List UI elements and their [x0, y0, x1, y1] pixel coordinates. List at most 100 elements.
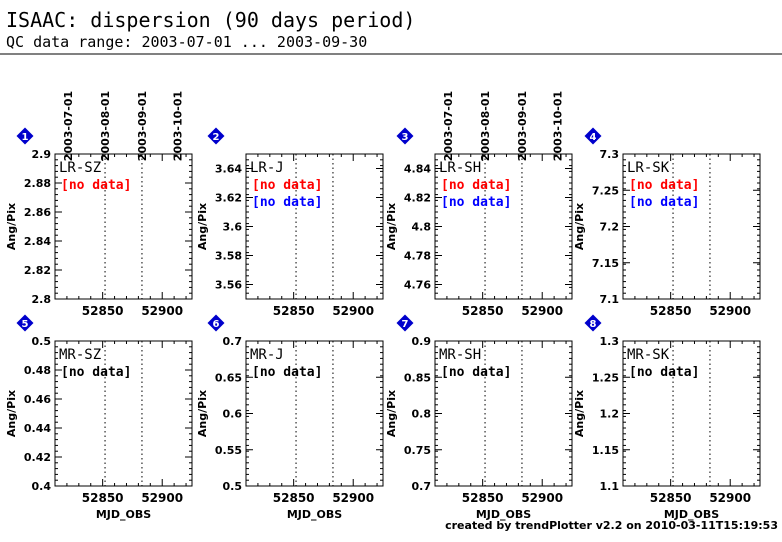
y-axis-title: Ang/Pix [196, 390, 209, 437]
x-tick-label: 52850 [82, 304, 124, 318]
chart-panel-4: 7.1 7.15 7.2 7.25 7.3 52850 52900 Ang/Pix 4 LR-SK… [573, 127, 761, 318]
x-tick-label: 52900 [709, 491, 751, 505]
footer-credit: created by trendPlotter v2.2 on 2010-03-… [445, 519, 778, 532]
y-tick-label: 7.15 [592, 257, 619, 270]
y-tick-label: 0.48 [24, 364, 51, 377]
y-tick-label: 1.2 [600, 408, 620, 421]
panel-label: MR-SZ [59, 347, 101, 363]
y-tick-label: 4.8 [412, 221, 432, 234]
no-data-note: [no data] [252, 178, 322, 193]
no-data-note: [no data] [61, 365, 131, 380]
panel-number: 1 [22, 132, 29, 143]
chart-panel-1: 2.8 2.82 2.84 2.86 2.88 2.9 52850 52900 Ang/Pix 2… [5, 91, 193, 318]
x-tick-label: 52900 [141, 304, 183, 318]
y-tick-label: 3.58 [215, 250, 242, 263]
panel-label: LR-SH [439, 160, 481, 176]
y-axis-title: Ang/Pix [573, 390, 586, 437]
y-tick-label: 0.5 [223, 480, 243, 493]
y-tick-label: 2.84 [24, 235, 51, 248]
y-tick-label: 2.88 [24, 177, 51, 190]
y-tick-label: 0.75 [404, 444, 431, 457]
panel-number: 7 [402, 319, 409, 330]
y-axis-title: Ang/Pix [573, 203, 586, 250]
y-tick-label: 2.86 [24, 206, 51, 219]
y-tick-label: 1.3 [600, 335, 620, 348]
chart-panel-5: 0.4 0.42 0.44 0.46 0.48 0.5 52850 52900 MJD_OBS A… [5, 314, 193, 521]
date-tick-label: 2003-08-01 [99, 91, 112, 161]
x-tick-label: 52850 [462, 491, 504, 505]
x-tick-label: 52900 [521, 491, 563, 505]
date-tick-label: 2003-10-01 [552, 91, 565, 161]
y-tick-label: 7.1 [600, 293, 620, 306]
y-axis-title: Ang/Pix [196, 203, 209, 250]
panel-grid: 2.8 2.82 2.84 2.86 2.88 2.9 52850 52900 Ang/Pix 2… [5, 91, 761, 521]
y-tick-label: 7.25 [592, 184, 619, 197]
y-tick-label: 0.85 [404, 371, 431, 384]
no-data-note: [no data] [629, 178, 699, 193]
panel-number: 6 [213, 319, 220, 330]
y-tick-label: 0.5 [32, 335, 52, 348]
y-tick-label: 4.84 [404, 163, 431, 176]
panel-number-badge [584, 127, 602, 145]
chart-panel-6: 0.5 0.55 0.6 0.65 0.7 52850 52900 MJD_OBS Ang/Pi… [196, 314, 384, 521]
chart-panel-8: 1.1 1.15 1.2 1.25 1.3 52850 52900 MJD_OBS Ang/Pi… [573, 314, 761, 521]
panel-label: MR-SK [627, 347, 670, 363]
y-tick-label: 0.55 [215, 444, 242, 457]
panel-number-badge [396, 314, 414, 332]
y-tick-label: 3.56 [215, 279, 242, 292]
date-tick-label: 2003-09-01 [136, 91, 149, 161]
x-tick-label: 52900 [332, 491, 374, 505]
y-tick-label: 2.9 [32, 148, 52, 161]
panel-number: 4 [590, 132, 597, 143]
panel-label: MR-SH [439, 347, 481, 363]
plot-frame [54, 153, 193, 300]
panel-label: MR-J [250, 347, 284, 363]
date-tick-label: 2003-08-01 [479, 91, 492, 161]
date-tick-label: 2003-10-01 [172, 91, 185, 161]
no-data-note: [no data] [629, 365, 699, 380]
y-tick-label: 4.82 [404, 192, 431, 205]
chart-panel-3: 4.76 4.78 4.8 4.82 4.84 52850 52900 Ang/Pix 2003… [385, 91, 573, 318]
y-tick-label: 0.44 [24, 422, 51, 435]
panel-number-badge [396, 127, 414, 145]
y-axis-title: Ang/Pix [385, 203, 398, 250]
y-axis-title: Ang/Pix [5, 203, 18, 250]
date-tick-label: 2003-07-01 [442, 91, 455, 161]
y-tick-label: 0.6 [223, 408, 243, 421]
x-tick-label: 52850 [462, 304, 504, 318]
y-tick-label: 7.2 [600, 221, 620, 234]
chart-panel-2: 3.56 3.58 3.6 3.62 3.64 52850 52900 Ang/Pix 2 LR-… [196, 127, 384, 318]
figure-title: ISAAC: dispersion (90 days period) [6, 8, 415, 32]
panel-label: LR-SZ [59, 160, 101, 176]
x-axis-title: MJD_OBS [287, 508, 342, 521]
panel-number: 2 [213, 132, 220, 143]
y-tick-label: 1.15 [592, 444, 619, 457]
y-tick-label: 0.4 [32, 480, 52, 493]
y-tick-label: 0.9 [412, 335, 432, 348]
y-tick-label: 0.7 [412, 480, 432, 493]
x-tick-label: 52900 [141, 491, 183, 505]
panel-label: LR-SK [627, 160, 670, 176]
y-tick-label: 2.82 [24, 264, 51, 277]
date-tick-label: 2003-07-01 [62, 91, 75, 161]
y-tick-label: 4.78 [404, 250, 431, 263]
no-data-note: [no data] [252, 195, 322, 210]
x-tick-label: 52850 [273, 491, 315, 505]
chart-panel-7: 0.7 0.75 0.8 0.85 0.9 52850 52900 MJD_OBS Ang/Pi… [385, 314, 573, 521]
y-tick-label: 1.1 [600, 480, 620, 493]
panel-number: 3 [402, 132, 409, 143]
x-axis-title: MJD_OBS [476, 508, 531, 521]
panel-number-badge [207, 127, 225, 145]
x-tick-label: 52900 [332, 304, 374, 318]
no-data-note: [no data] [629, 195, 699, 210]
y-tick-label: 0.42 [24, 451, 51, 464]
date-tick-label: 2003-09-01 [516, 91, 529, 161]
x-tick-label: 52850 [273, 304, 315, 318]
panel-number-badge [584, 314, 602, 332]
panel-number: 5 [22, 319, 29, 330]
x-tick-label: 52850 [82, 491, 124, 505]
y-axis-title: Ang/Pix [385, 390, 398, 437]
no-data-note: [no data] [441, 195, 511, 210]
y-tick-label: 3.6 [223, 221, 243, 234]
y-tick-label: 4.76 [404, 279, 431, 292]
